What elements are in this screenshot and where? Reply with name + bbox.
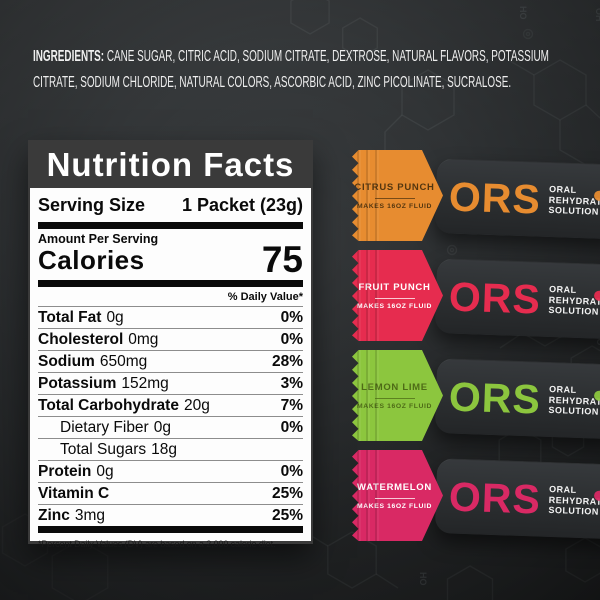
packet-stick: ORS ORAL REHYDRATION SOLUTION [434, 258, 600, 340]
pouch-divider [374, 397, 415, 399]
torn-pouch: LEMON LIME MAKES 16OZ FLUID [352, 350, 443, 441]
packet-lemon-lime: ORS ORAL REHYDRATION SOLUTION LEMON LIME… [352, 350, 600, 442]
calories-row: Calories 75 [38, 239, 303, 280]
nutrition-facts-title: Nutrition Facts [46, 146, 295, 183]
nutrient-row: Total Fat 0g 0% [38, 306, 303, 328]
nutrient-amount: 0mg [128, 330, 159, 348]
ors-tagline: ORAL REHYDRATION SOLUTION [548, 383, 600, 418]
nutrient-name: Potassium [38, 374, 117, 392]
makes-label: MAKES 16OZ FLUID [357, 202, 432, 210]
nutrient-row: Protein 0g 0% [38, 460, 303, 482]
nutrient-dv: 25% [271, 506, 303, 524]
nutrient-row: Sodium 650mg 28% [38, 350, 303, 372]
nutrient-row: Vitamin C 25% [38, 482, 303, 504]
watermark-label: HO [518, 6, 528, 20]
ors-logo-text: ORS [448, 272, 542, 323]
nutrient-name: Vitamin C [38, 484, 110, 502]
ors-tagline: ORAL REHYDRATION SOLUTION [548, 183, 600, 218]
ors-logo-text: ORS [448, 372, 542, 423]
pouch-divider [374, 297, 415, 299]
ingredients-label: INGREDIENTS: [33, 48, 105, 65]
brand-mark-dot [593, 190, 600, 201]
brand-mark-dot [593, 390, 600, 401]
molecule-watermarks: HO OH HO HO [418, 6, 600, 586]
makes-label: MAKES 16OZ FLUID [357, 502, 432, 510]
calories-value: 75 [261, 239, 303, 280]
nutrient-amount: 20g [183, 396, 210, 414]
nutrient-dv: 0% [280, 330, 303, 348]
nutrient-row: Cholesterol 0mg 0% [38, 328, 303, 350]
packet-watermelon: ORS ORAL REHYDRATION SOLUTION WATERMELON… [352, 450, 600, 542]
nutrition-facts-body: Serving Size 1 Packet (23g) Amount Per S… [30, 188, 311, 549]
nutrient-row: Dietary Fiber 0g 0% [38, 416, 303, 438]
watermark-label: HO [595, 332, 600, 346]
nutrient-dv: 0% [280, 418, 303, 436]
nutrient-dv: 28% [271, 352, 303, 370]
nutrient-name: Dietary Fiber [60, 418, 149, 436]
torn-pouch: CITRUS PUNCH MAKES 16OZ FLUID [352, 150, 443, 241]
packet-stick: ORS ORAL REHYDRATION SOLUTION [434, 158, 600, 240]
flavor-label: FRUIT PUNCH [358, 281, 431, 293]
ors-tagline: ORAL REHYDRATION SOLUTION [548, 483, 600, 518]
nutrient-name: Total Sugars [60, 440, 147, 458]
calories-label: Calories [38, 245, 145, 276]
packet-stick: ORS ORAL REHYDRATION SOLUTION [434, 458, 600, 540]
nutrient-amount: 152mg [121, 374, 169, 392]
flavor-label: CITRUS PUNCH [354, 181, 435, 193]
torn-pouch: FRUIT PUNCH MAKES 16OZ FLUID [352, 250, 443, 341]
serving-size-label: Serving Size [38, 195, 146, 215]
makes-label: MAKES 16OZ FLUID [357, 302, 432, 310]
daily-value-footnote: *Percent Daily Values (DV) are based on … [38, 539, 276, 550]
nutrient-dv: 7% [280, 396, 303, 414]
packet-citrus-punch: ORS ORAL REHYDRATION SOLUTION CITRUS PUN… [352, 150, 600, 242]
nutrition-facts-panel: Nutrition Facts Serving Size 1 Packet (2… [28, 140, 313, 549]
serving-size-row: Serving Size 1 Packet (23g) [38, 190, 303, 222]
nutrient-dv: 25% [271, 484, 303, 502]
nutrient-dv: 0% [280, 308, 303, 326]
brand-mark-dot [593, 490, 600, 501]
ors-logo-text: ORS [448, 472, 542, 523]
nutrient-row: Total Carbohydrate 20g 7% [38, 394, 303, 416]
nutrient-row: Total Sugars 18g [38, 438, 303, 460]
nutrient-name: Protein [38, 462, 92, 480]
nutrient-dv: 0% [280, 462, 303, 480]
ors-tagline: ORAL REHYDRATION SOLUTION [548, 283, 600, 318]
pouch-divider [374, 497, 415, 499]
packet-stick: ORS ORAL REHYDRATION SOLUTION [434, 358, 600, 440]
packet-fruit-punch: ORS ORAL REHYDRATION SOLUTION FRUIT PUNC… [352, 250, 600, 342]
nutrient-amount: 3mg [74, 506, 106, 524]
watermark-label: OH [594, 8, 600, 22]
nutrient-name: Sodium [38, 352, 95, 370]
watermark-label: HO [418, 572, 428, 586]
nutrient-dv: 3% [280, 374, 303, 392]
nutrient-amount: 650mg [99, 352, 148, 370]
nutrient-name: Zinc [38, 506, 70, 524]
thick-rule [38, 280, 303, 288]
flavor-label: WATERMELON [357, 481, 432, 493]
nutrient-amount: 0g [96, 462, 114, 480]
nutrient-name: Total Fat [38, 308, 102, 326]
pouch-divider [374, 197, 415, 199]
ingredients-text: INGREDIENTS: CANE SUGAR, CITRIC ACID, SO… [33, 44, 574, 97]
makes-label: MAKES 16OZ FLUID [357, 402, 432, 410]
nutrient-name: Cholesterol [38, 330, 124, 348]
flavor-label: LEMON LIME [361, 381, 428, 393]
thick-rule [38, 526, 303, 534]
torn-pouch: WATERMELON MAKES 16OZ FLUID [352, 450, 443, 541]
calories-block: Amount Per Serving Calories 75 [38, 229, 303, 280]
nutrient-row: Potassium 152mg 3% [38, 372, 303, 394]
nutrient-name: Total Carbohydrate [38, 396, 179, 414]
amount-per-serving-label: Amount Per Serving [38, 232, 159, 246]
ingredients-list: CANE SUGAR, CITRIC ACID, SODIUM CITRATE,… [33, 48, 549, 92]
thick-rule [38, 222, 303, 229]
daily-value-header: % Daily Value* [227, 291, 303, 304]
ors-logo-text: ORS [448, 172, 542, 223]
nutrient-amount: 0g [153, 418, 171, 436]
serving-size-value: 1 Packet (23g) [181, 195, 303, 215]
brand-mark-dot [593, 290, 600, 301]
nutrient-amount: 0g [106, 308, 124, 326]
nutrient-amount: 18g [151, 440, 178, 458]
nutrient-row: Zinc 3mg 25% [38, 504, 303, 526]
